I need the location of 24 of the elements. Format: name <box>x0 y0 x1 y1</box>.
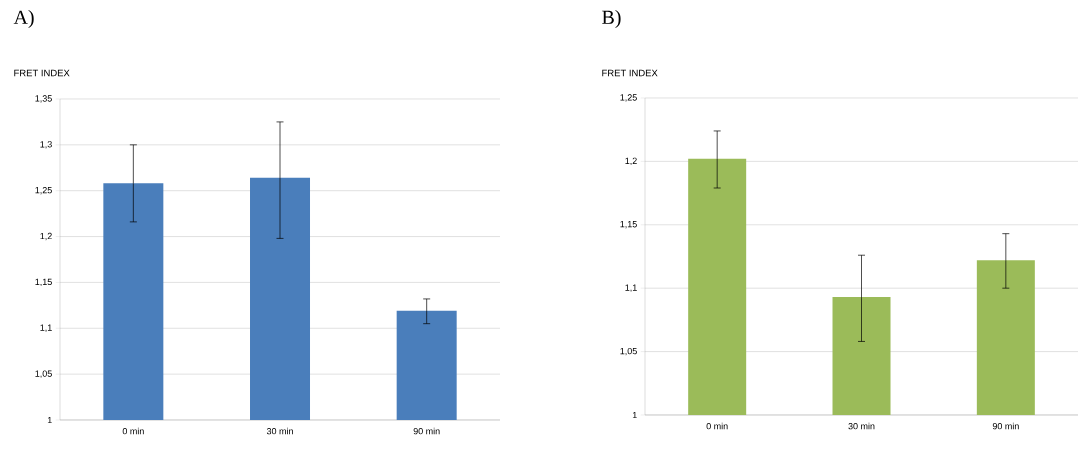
y-tick-label: 1,3 <box>40 141 52 149</box>
y-tick-label: 1,25 <box>35 186 52 195</box>
y-tick-label: 1,1 <box>40 324 52 332</box>
y-tick-label: 1 <box>47 416 52 424</box>
x-tick-label: 90 min <box>413 427 440 435</box>
y-tick-label: 1,05 <box>35 370 52 378</box>
y-tick-label: 1,25 <box>620 94 637 102</box>
x-tick-label: 0 min <box>122 427 144 435</box>
y-tick-label: 1 <box>632 411 637 419</box>
x-tick-label: 0 min <box>706 422 728 430</box>
chart-title: A) <box>13 9 34 29</box>
x-tick-label: 30 min <box>266 427 293 435</box>
y-tick-label: 1,15 <box>620 221 637 229</box>
chart-title: B) <box>602 9 621 29</box>
y-tick-label: 1,15 <box>35 278 52 287</box>
y-tick-label: 1,1 <box>625 284 637 292</box>
y-tick-label: 1,35 <box>35 95 52 103</box>
y-tick-label: 1,05 <box>620 347 637 356</box>
y-axis-title: FRET INDEX <box>602 69 658 77</box>
y-tick-label: 1,2 <box>40 232 52 241</box>
x-tick-label: 90 min <box>992 422 1019 430</box>
y-tick-label: 1,2 <box>625 157 637 166</box>
y-axis-title: FRET INDEX <box>14 69 70 77</box>
x-tick-label: 30 min <box>848 422 875 430</box>
